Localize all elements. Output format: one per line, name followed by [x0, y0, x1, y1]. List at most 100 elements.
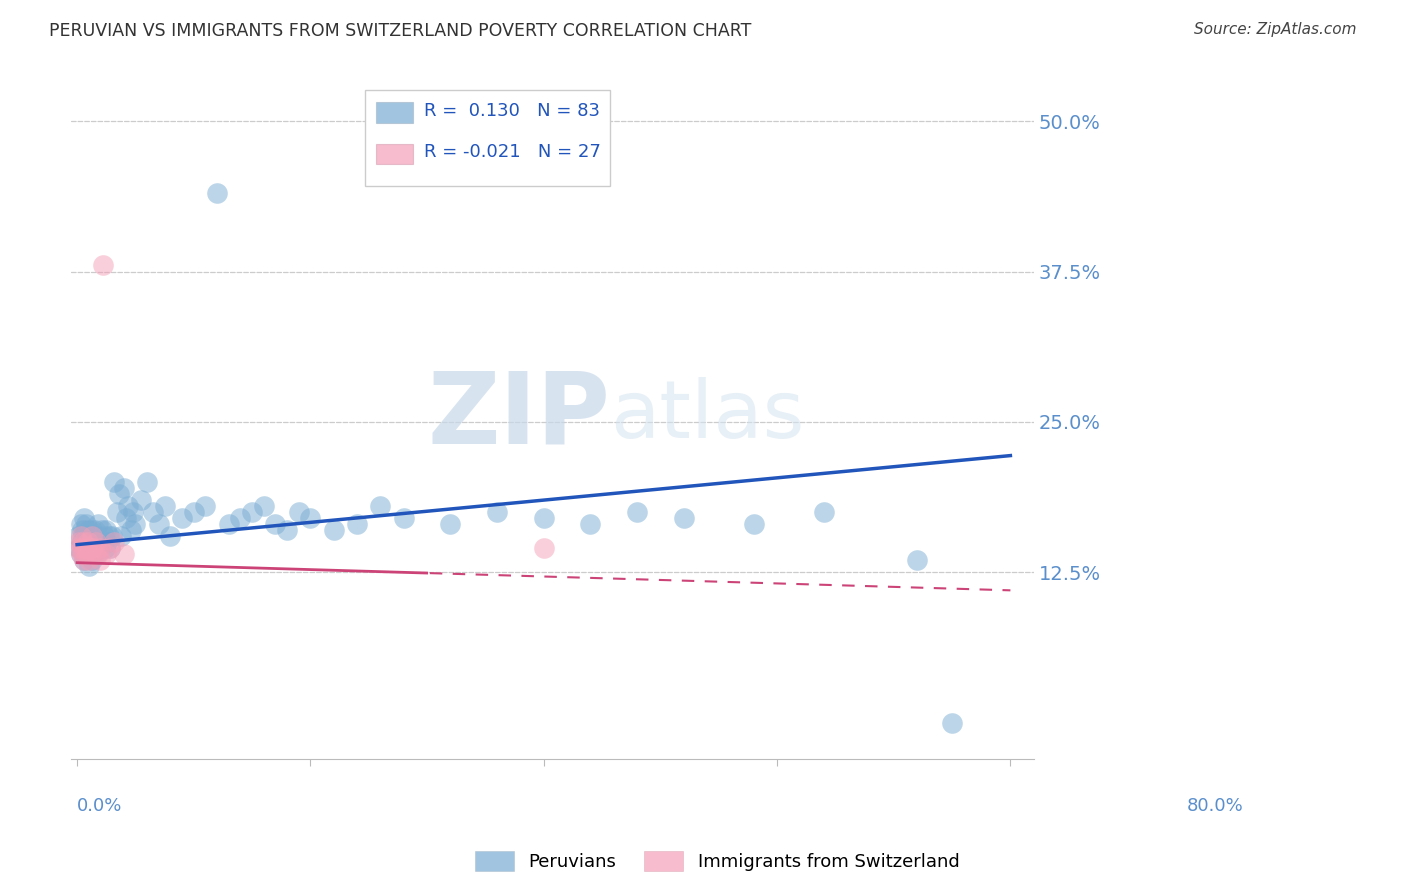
Point [70, 523, 93, 537]
Point [72, 547, 94, 561]
Point [80, 541, 103, 556]
Text: R =  0.130   N = 83: R = 0.130 N = 83 [425, 102, 600, 120]
Bar [377, 144, 413, 164]
Point [82, 553, 104, 567]
Point [72, 541, 94, 556]
Point [89, 541, 111, 556]
Point [533, 541, 555, 556]
Point [83, 541, 105, 556]
Point [76, 529, 98, 543]
Point [579, 517, 602, 532]
Point [69, 529, 91, 543]
Point [77, 523, 100, 537]
Point [75, 541, 97, 556]
Point [72, 529, 94, 543]
Point [136, 475, 159, 489]
Point [322, 523, 344, 537]
Point [87, 547, 110, 561]
Point [205, 186, 228, 201]
Point [115, 511, 138, 525]
Text: ZIP: ZIP [427, 368, 610, 465]
Point [82, 529, 104, 543]
Point [108, 487, 131, 501]
Point [170, 511, 193, 525]
Point [183, 505, 205, 519]
Point [73, 511, 96, 525]
Legend: Peruvians, Immigrants from Switzerland: Peruvians, Immigrants from Switzerland [467, 844, 967, 879]
Point [148, 517, 170, 532]
Point [98, 541, 121, 556]
Point [153, 499, 176, 513]
Point [96, 523, 118, 537]
Point [77, 559, 100, 574]
Point [276, 523, 298, 537]
Point [67, 535, 90, 549]
Point [194, 499, 217, 513]
Point [91, 535, 114, 549]
Point [89, 553, 111, 567]
Point [101, 529, 124, 543]
Point [96, 547, 118, 561]
Point [346, 517, 368, 532]
Text: 80.0%: 80.0% [1187, 797, 1244, 814]
Point [112, 547, 135, 561]
Point [75, 529, 97, 543]
Point [112, 481, 135, 495]
Point [218, 517, 240, 532]
Point [75, 517, 97, 532]
Point [626, 505, 648, 519]
Point [69, 517, 91, 532]
Point [83, 547, 105, 561]
Point [105, 505, 128, 519]
Point [82, 541, 104, 556]
Point [72, 535, 94, 549]
Point [240, 505, 263, 519]
Point [120, 523, 142, 537]
Point [439, 517, 461, 532]
FancyBboxPatch shape [364, 90, 610, 186]
Point [941, 715, 963, 730]
Point [370, 499, 392, 513]
Point [89, 535, 111, 549]
Point [69, 547, 91, 561]
Text: atlas: atlas [610, 377, 804, 455]
Point [86, 547, 108, 561]
Point [96, 535, 118, 549]
Point [82, 535, 104, 549]
Point [117, 499, 139, 513]
Point [142, 505, 165, 519]
Point [76, 541, 98, 556]
Point [87, 517, 110, 532]
Point [229, 511, 252, 525]
Point [672, 511, 695, 525]
Point [159, 529, 181, 543]
Point [533, 511, 555, 525]
Point [905, 553, 928, 567]
Point [75, 547, 97, 561]
Point [287, 505, 309, 519]
Point [73, 553, 96, 567]
Point [124, 517, 146, 532]
Text: Source: ZipAtlas.com: Source: ZipAtlas.com [1194, 22, 1357, 37]
Point [67, 541, 90, 556]
Point [91, 259, 114, 273]
Point [79, 535, 101, 549]
Point [84, 535, 107, 549]
Point [67, 529, 90, 543]
Text: R = -0.021   N = 27: R = -0.021 N = 27 [425, 143, 602, 161]
Point [486, 505, 509, 519]
Point [299, 511, 322, 525]
Text: 0.0%: 0.0% [77, 797, 122, 814]
Point [122, 505, 145, 519]
Point [264, 517, 287, 532]
Point [813, 505, 835, 519]
Point [103, 475, 125, 489]
Point [67, 541, 90, 556]
Point [98, 541, 121, 556]
Point [253, 499, 276, 513]
Point [77, 553, 100, 567]
Point [83, 523, 105, 537]
Point [69, 547, 91, 561]
Point [73, 553, 96, 567]
Point [75, 547, 97, 561]
